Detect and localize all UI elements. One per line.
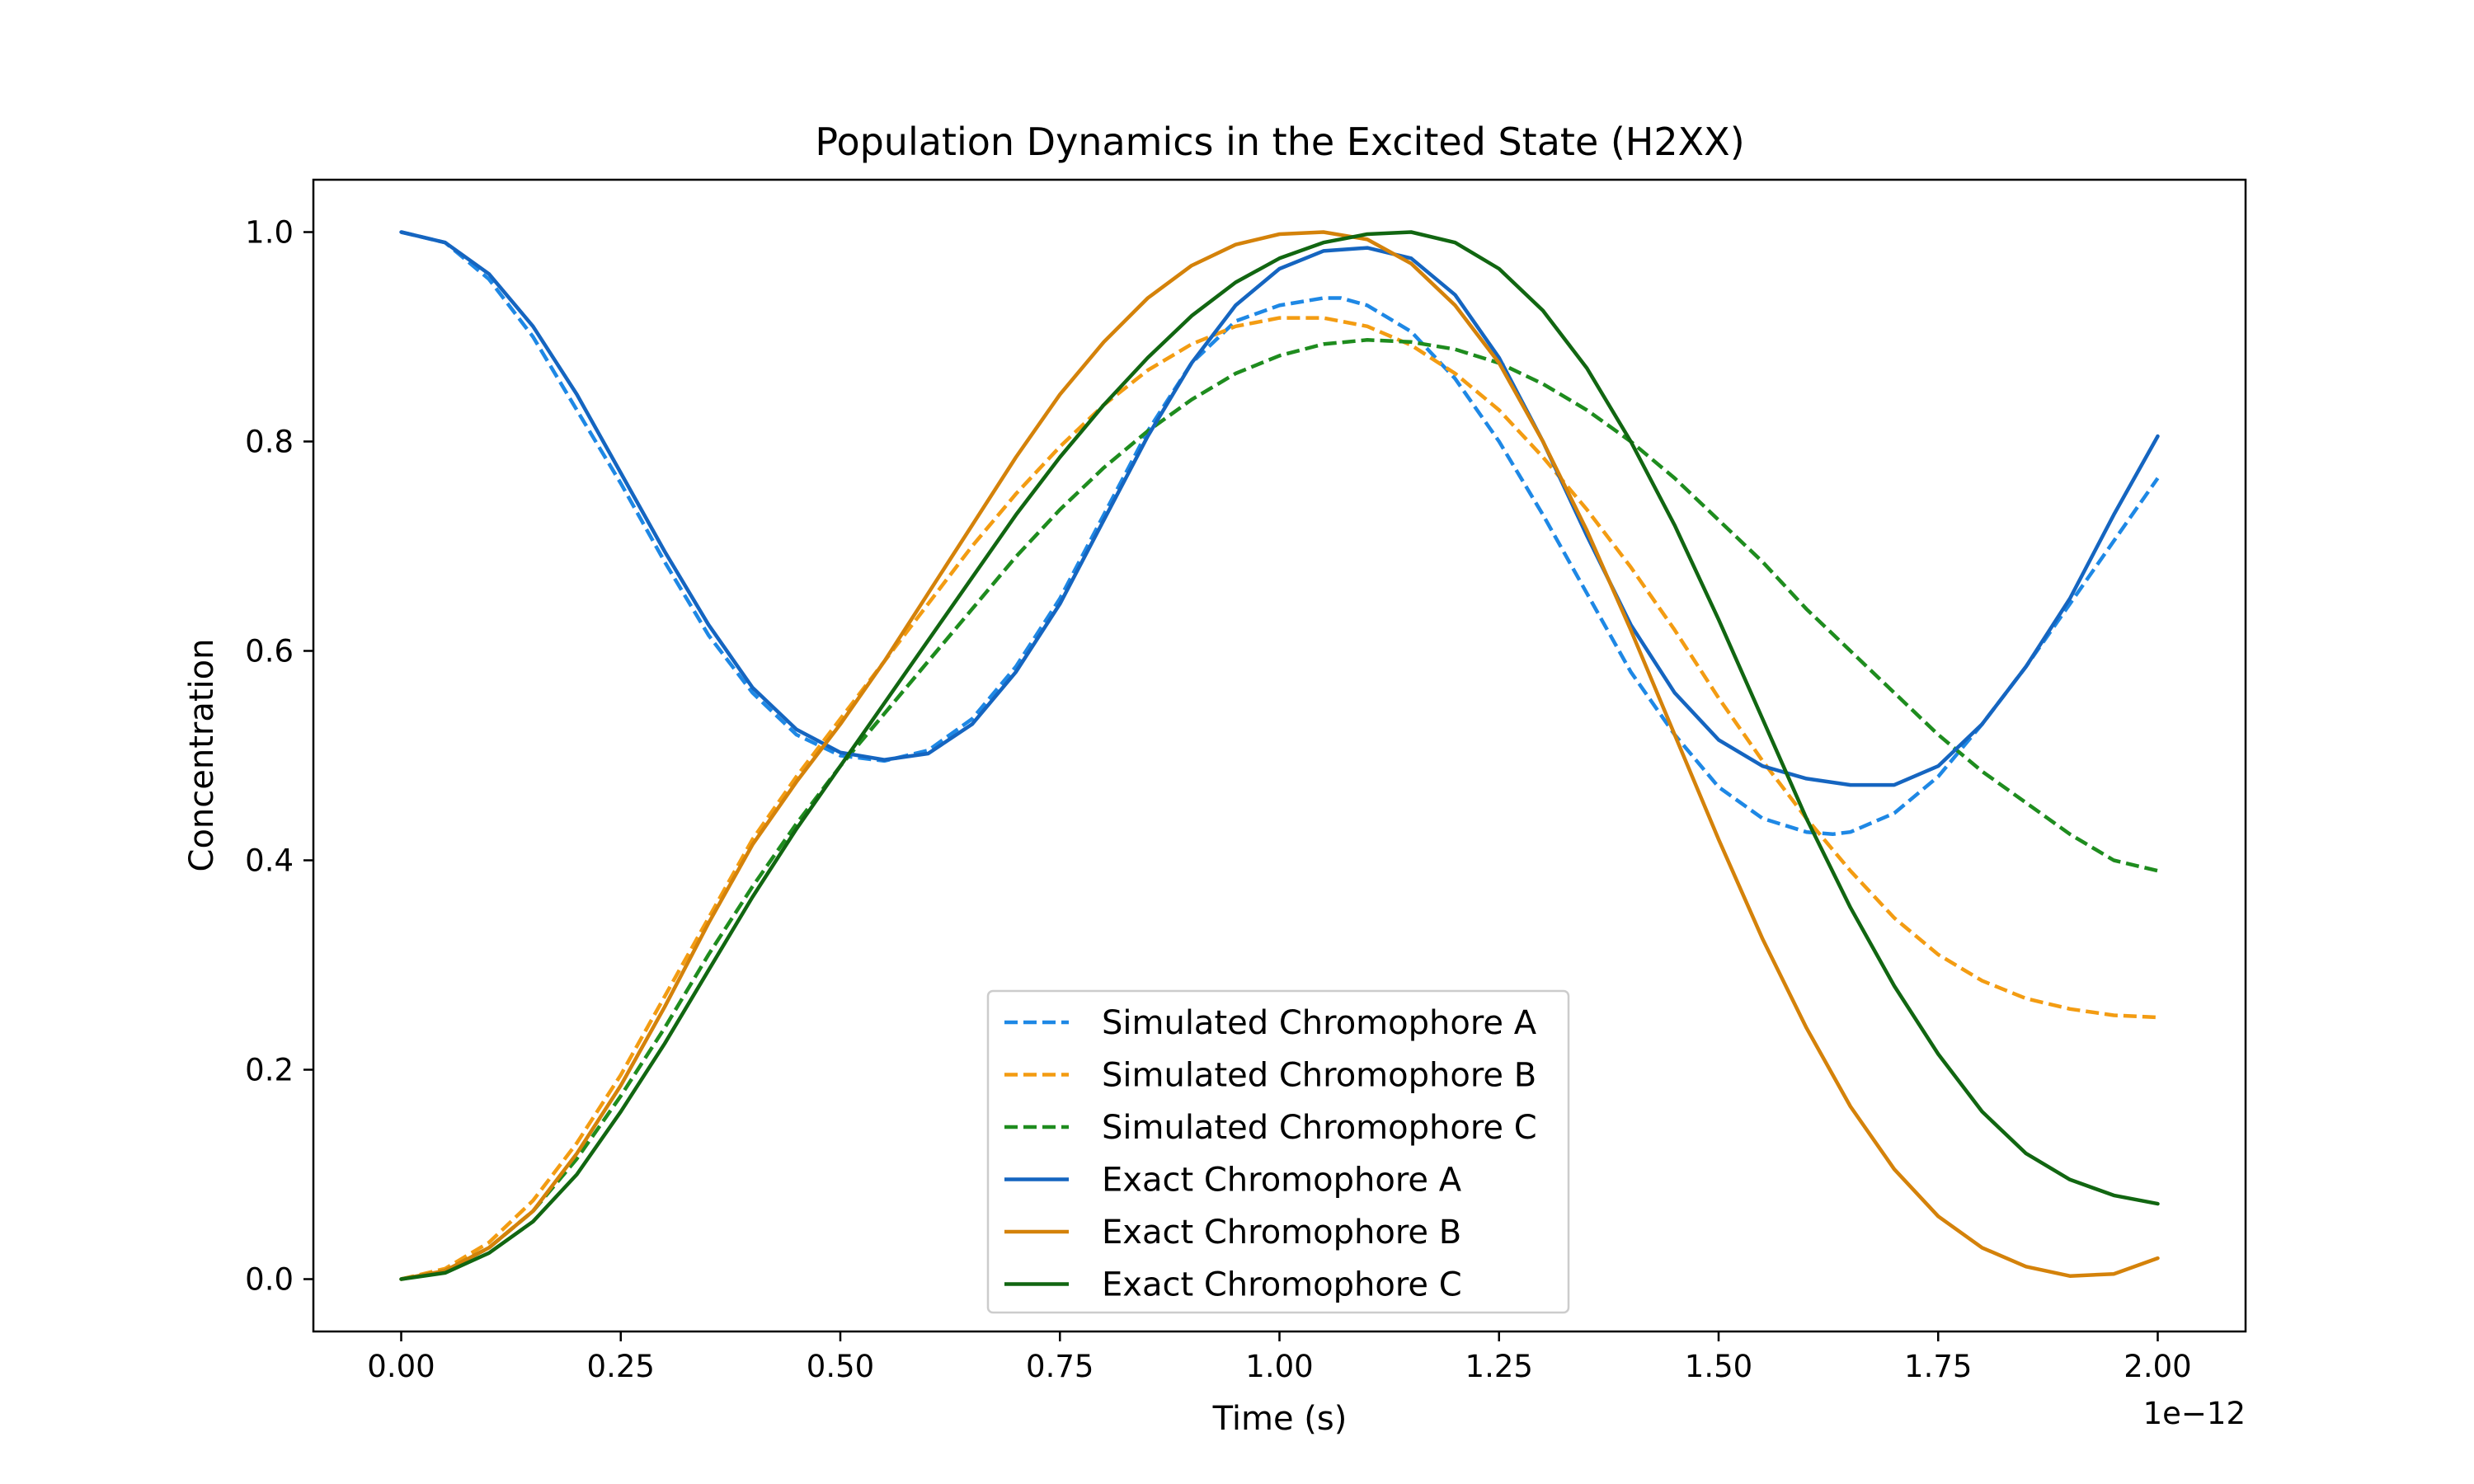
legend-label-5: Exact Chromophore B: [1102, 1214, 1461, 1252]
y-tick-label: 0.0: [245, 1262, 294, 1298]
y-tick-label: 0.4: [245, 843, 294, 879]
x-tick-label: 0.25: [587, 1349, 655, 1384]
x-axis-offset-label: 1e−12: [2143, 1396, 2246, 1431]
legend-label-4: Exact Chromophore A: [1102, 1162, 1462, 1200]
legend-entries: Simulated Chromophore A Simulated Chromop…: [1004, 1004, 1537, 1304]
y-tick-label: 0.2: [245, 1053, 294, 1088]
series-line-3: [401, 338, 2159, 1281]
x-tick-label: 0.75: [1026, 1349, 1094, 1384]
x-tick-label: 1.75: [1904, 1349, 1972, 1384]
y-tick-label: 1.0: [245, 215, 294, 251]
x-tick-label: 1.00: [1245, 1349, 1313, 1384]
plot-area: [312, 178, 2247, 1333]
y-axis: 0.0 0.2 0.4 0.6 0.8 1.0: [245, 215, 313, 1298]
chart-title: Population Dynamics in the Excited State…: [815, 120, 1744, 164]
legend-label-3: Simulated Chromophore C: [1102, 1109, 1537, 1147]
x-tick-label: 1.25: [1465, 1349, 1533, 1384]
series-line-2: [400, 316, 2158, 1281]
series-line-1: [400, 230, 2160, 837]
x-axis: 0.00 0.25 0.50 0.75 1.00 1.25 1.50 1.75 2.00: [367, 1331, 2192, 1384]
legend-label-1: Simulated Chromophore A: [1102, 1004, 1537, 1042]
legend-box: [986, 989, 1570, 1314]
series-line-4: [399, 230, 2160, 787]
series-layer: [399, 230, 2160, 1281]
y-tick-label: 0.6: [245, 634, 294, 669]
x-axis-label: Time (s): [1212, 1400, 1348, 1438]
y-axis-label: Concentration: [183, 639, 221, 872]
series-line-5: [399, 230, 2160, 1281]
x-tick-label: 0.50: [807, 1349, 874, 1384]
series-line-6: [399, 230, 2160, 1281]
x-tick-label: 1.50: [1685, 1349, 1752, 1384]
legend-label-6: Exact Chromophore C: [1102, 1266, 1462, 1304]
legend-label-2: Simulated Chromophore B: [1102, 1057, 1536, 1095]
x-tick-label: 2.00: [2124, 1349, 2191, 1384]
y-tick-label: 0.8: [245, 425, 294, 460]
x-tick-label: 0.00: [367, 1349, 435, 1384]
legend: Simulated Chromophore A Simulated Chromop…: [986, 989, 1570, 1314]
